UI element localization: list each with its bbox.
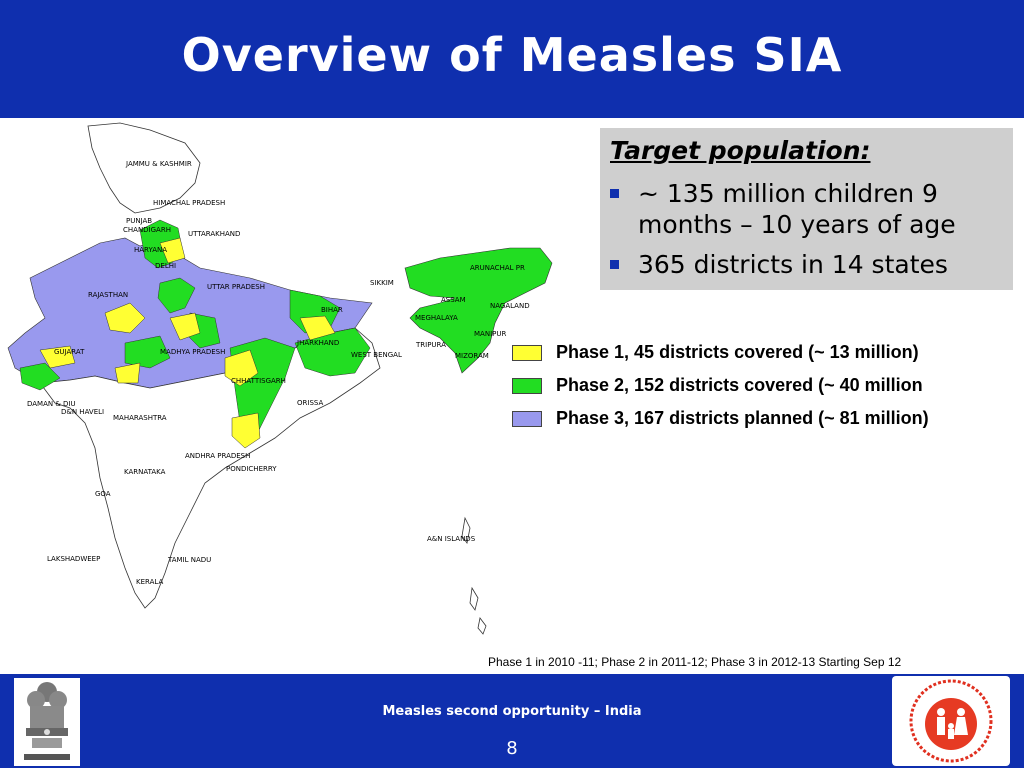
map-label: GOA (95, 490, 111, 498)
phase-footnote: Phase 1 in 2010 -11; Phase 2 in 2011-12;… (488, 655, 902, 669)
an-islands (477, 617, 487, 635)
phase1-patch (224, 349, 259, 387)
target-population-box: Target population: ~ 135 million childre… (600, 128, 1013, 290)
map-label: GUJARAT (54, 348, 85, 356)
map-label: RAJASTHAN (88, 291, 129, 299)
map-label: UTTARAKHAND (188, 230, 241, 238)
map-label: MADHYA PRADESH (160, 348, 226, 356)
map-label: KERALA (136, 578, 164, 586)
map-label: BIHAR (321, 306, 343, 314)
footer-text: Measles second opportunity – India (382, 704, 642, 719)
map-label: HIMACHAL PRADESH (153, 199, 226, 207)
map-label: MEGHALAYA (415, 314, 458, 322)
target-heading: Target population: (610, 136, 871, 165)
legend-label: Phase 2, 152 districts covered (~ 40 mil… (556, 375, 923, 395)
lion-capital-icon (24, 682, 70, 760)
legend-item: Phase 1, 45 districts covered (~ 13 mill… (512, 342, 1022, 364)
slide-title: Overview of Measles SIA (181, 28, 843, 82)
map-label: KARNATAKA (124, 468, 166, 476)
legend-swatch (512, 345, 542, 361)
map-label: PUNJAB (126, 217, 153, 225)
map-label: WEST BENGAL (351, 351, 402, 359)
map-label: LAKSHADWEEP (47, 555, 101, 563)
phase1-patch (159, 237, 186, 264)
phase1-patch (104, 302, 146, 334)
legend-swatch (512, 411, 542, 427)
map-label: SIKKIM (370, 279, 394, 287)
bullet-text: 365 districts in 14 states (638, 250, 948, 279)
map-label: MANIPUR (474, 330, 507, 338)
map-label: UTTAR PRADESH (207, 283, 265, 291)
map-label: JHARKHAND (297, 339, 340, 347)
legend-swatch (512, 378, 542, 394)
map-label: CHHATTISGARH (231, 377, 286, 385)
an-islands (461, 516, 471, 544)
map-label: CHANDIGARH (123, 226, 171, 234)
national-emblem-icon (14, 678, 80, 766)
map-label: HARYANA (134, 246, 168, 254)
map-label: JAMMU & KASHMIR (126, 160, 192, 168)
legend-label: Phase 3, 167 districts planned (~ 81 mil… (556, 408, 929, 428)
peninsula-outline (39, 327, 381, 609)
map-label: ANDHRA PRADESH (185, 452, 251, 460)
legend-label: Phase 1, 45 districts covered (~ 13 mill… (556, 342, 919, 362)
map-label: PONDICHERRY (226, 465, 277, 473)
bullet-square-icon (610, 189, 619, 198)
phase1-patch (231, 412, 261, 449)
bullet-text: ~ 135 million children 9 months – 10 yea… (638, 179, 956, 239)
phase1-patch (39, 345, 76, 369)
map-label: NAGALAND (490, 302, 530, 310)
map-label: MAHARASHTRA (113, 414, 167, 422)
phase1-patch (299, 315, 336, 341)
phase2-patch (19, 362, 61, 391)
map-label: MIZORAM (455, 352, 489, 360)
target-bullet: ~ 135 million children 9 months – 10 yea… (610, 178, 1005, 240)
northeast-region (404, 247, 553, 374)
map-label: ASSAM (441, 296, 466, 304)
phase2-patch (157, 277, 196, 314)
jk-outline (87, 122, 201, 214)
map-label: D&N HAVELI (61, 408, 105, 416)
india-map-graphic (7, 122, 553, 635)
family-logo-icon (909, 679, 993, 763)
page-number: 8 (506, 738, 518, 759)
phase1-patch (169, 312, 201, 341)
phase2-patch (124, 335, 171, 369)
map-label: A&N ISLANDS (427, 535, 476, 543)
map-label: DAMAN & DIU (27, 400, 76, 408)
india-map: JAMMU & KASHMIR HIMACHAL PRADESH PUNJAB … (0, 118, 560, 638)
phase1-patch (114, 362, 141, 384)
legend-item: Phase 2, 152 districts covered (~ 40 mil… (512, 375, 1022, 397)
map-label: TAMIL NADU (168, 556, 212, 564)
phase-legend: Phase 1, 45 districts covered (~ 13 mill… (512, 340, 1022, 440)
map-label: TRIPURA (416, 341, 446, 349)
an-islands (469, 586, 479, 611)
bullet-square-icon (610, 260, 619, 269)
title-bar: Overview of Measles SIA (0, 0, 1024, 118)
nrhm-logo-icon (892, 676, 1010, 766)
target-bullet: 365 districts in 14 states (610, 249, 1005, 280)
map-label: ARUNACHAL PR (470, 264, 525, 272)
footer-bar: Measles second opportunity – India 8 (0, 674, 1024, 768)
map-label: ORISSA (297, 399, 324, 407)
map-label: DELHI (155, 262, 177, 270)
legend-item: Phase 3, 167 districts planned (~ 81 mil… (512, 408, 1022, 430)
